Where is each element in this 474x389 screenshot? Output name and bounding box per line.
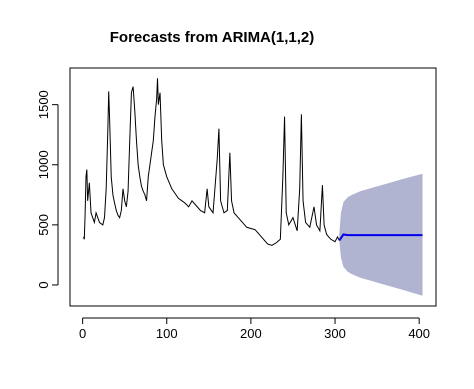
y-tick-label: 500 xyxy=(36,214,51,236)
series-line xyxy=(338,233,423,242)
y-tick-label: 0 xyxy=(36,281,51,288)
x-tick-label: 400 xyxy=(408,326,430,341)
chart-title: Forecasts from ARIMA(1,1,2) xyxy=(110,29,315,46)
x-tick-label: 100 xyxy=(156,326,178,341)
x-tick-label: 300 xyxy=(324,326,346,341)
y-tick-label: 1000 xyxy=(36,150,51,179)
y-tick-label: 1500 xyxy=(36,90,51,119)
series-line xyxy=(82,78,340,246)
x-tick-label: 200 xyxy=(240,326,262,341)
x-tick-label: 0 xyxy=(79,326,86,341)
plot-box xyxy=(69,67,437,307)
